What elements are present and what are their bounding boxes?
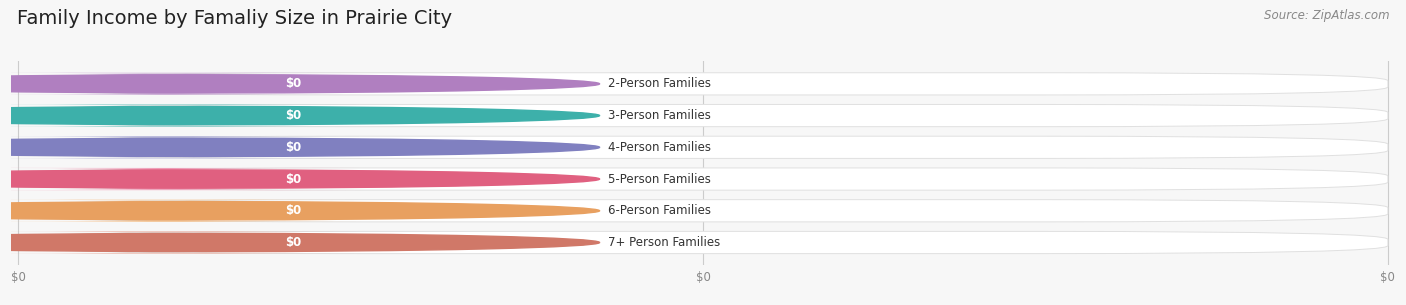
Circle shape (0, 233, 599, 252)
FancyBboxPatch shape (18, 136, 1388, 158)
Text: $0: $0 (285, 236, 302, 249)
FancyBboxPatch shape (18, 168, 1388, 190)
FancyBboxPatch shape (0, 231, 360, 254)
Circle shape (0, 106, 599, 125)
FancyBboxPatch shape (18, 231, 1388, 254)
FancyBboxPatch shape (0, 136, 360, 158)
Text: 5-Person Families: 5-Person Families (607, 173, 710, 185)
Circle shape (0, 170, 599, 188)
FancyBboxPatch shape (18, 105, 1388, 127)
Text: Family Income by Famaliy Size in Prairie City: Family Income by Famaliy Size in Prairie… (17, 9, 451, 28)
Circle shape (0, 202, 599, 220)
FancyBboxPatch shape (18, 200, 1388, 222)
FancyBboxPatch shape (18, 73, 1388, 95)
Text: 6-Person Families: 6-Person Families (607, 204, 711, 217)
FancyBboxPatch shape (0, 105, 360, 127)
FancyBboxPatch shape (0, 73, 360, 95)
Text: $0: $0 (285, 77, 302, 90)
Text: 4-Person Families: 4-Person Families (607, 141, 711, 154)
Text: 2-Person Families: 2-Person Families (607, 77, 711, 90)
Text: $0: $0 (285, 109, 302, 122)
Circle shape (0, 75, 599, 93)
Text: Source: ZipAtlas.com: Source: ZipAtlas.com (1264, 9, 1389, 22)
Text: 3-Person Families: 3-Person Families (607, 109, 710, 122)
Text: $0: $0 (285, 173, 302, 185)
FancyBboxPatch shape (0, 200, 360, 222)
Text: $0: $0 (285, 204, 302, 217)
FancyBboxPatch shape (0, 168, 360, 190)
Text: $0: $0 (285, 141, 302, 154)
Text: 7+ Person Families: 7+ Person Families (607, 236, 720, 249)
Circle shape (0, 138, 599, 156)
